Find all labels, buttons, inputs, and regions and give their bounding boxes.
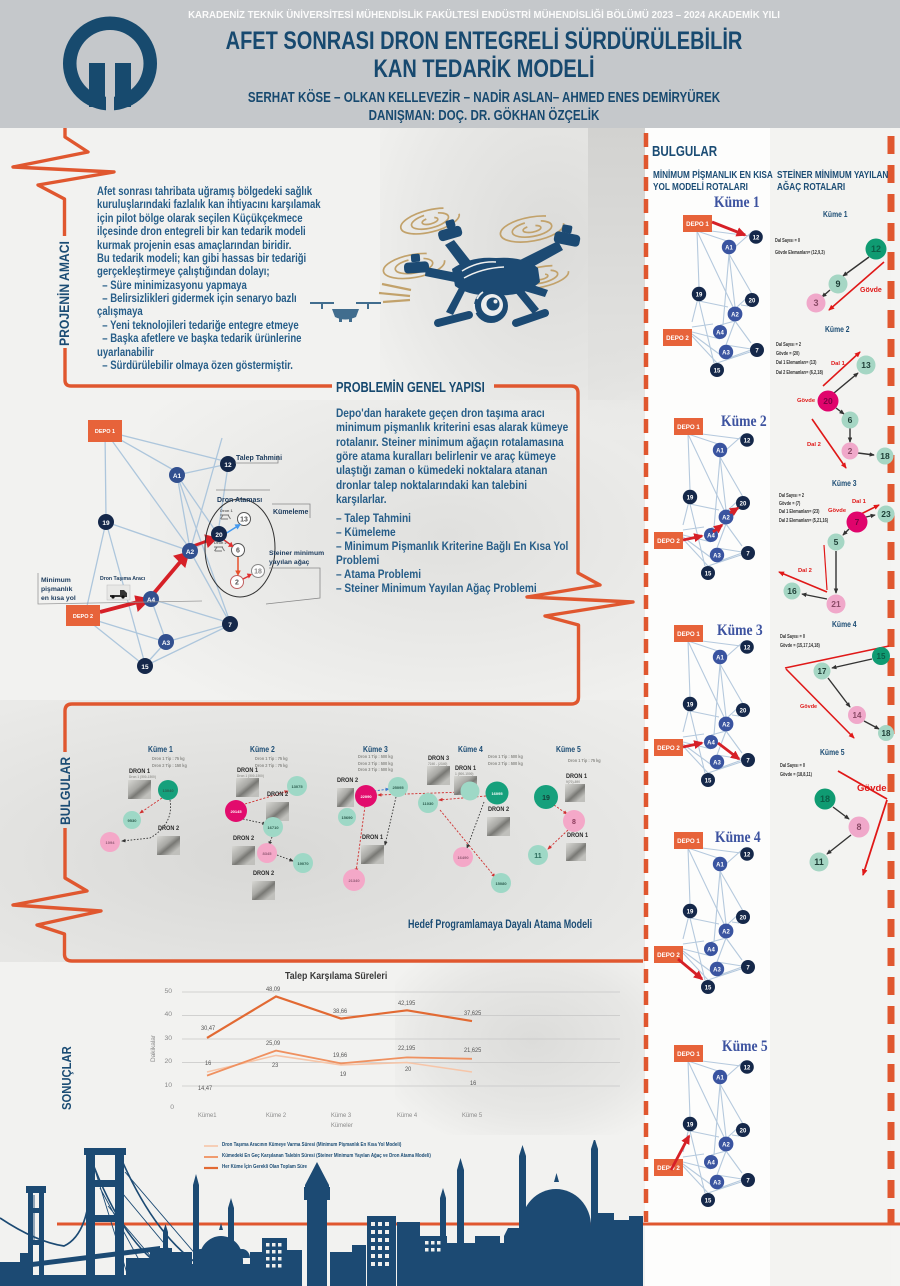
svg-text:23: 23	[881, 509, 891, 519]
svg-text:A3: A3	[162, 640, 171, 647]
svg-text:13040: 13040	[162, 788, 174, 793]
svg-text:Dron 2: Dron 2	[214, 540, 227, 545]
svg-text:12: 12	[224, 462, 232, 469]
svg-text:yayılan ağaç: yayılan ağaç	[269, 559, 310, 566]
svg-text:Minimum: Minimum	[41, 577, 71, 584]
svg-text:13075: 13075	[291, 784, 303, 789]
svg-text:11: 11	[814, 857, 824, 867]
svg-text:DEPO 1: DEPO 1	[95, 429, 115, 435]
svg-text:A2: A2	[186, 549, 195, 556]
svg-text:20: 20	[215, 532, 223, 539]
svg-text:9530: 9530	[128, 818, 138, 823]
svg-text:A4: A4	[147, 597, 156, 604]
svg-text:7: 7	[228, 622, 232, 629]
svg-text:11030: 11030	[423, 801, 435, 806]
svg-text:14: 14	[853, 711, 862, 720]
svg-text:13: 13	[240, 517, 248, 524]
svg-text:25095: 25095	[392, 785, 404, 790]
svg-text:19: 19	[102, 520, 110, 527]
svg-text:18: 18	[882, 729, 891, 738]
svg-text:17: 17	[818, 667, 827, 676]
svg-text:20145: 20145	[230, 809, 242, 814]
svg-text:8345: 8345	[263, 851, 273, 856]
svg-text:Dron Taşıma Aracı: Dron Taşıma Aracı	[100, 576, 146, 582]
svg-text:20: 20	[823, 396, 833, 406]
svg-text:15690: 15690	[341, 815, 353, 820]
svg-text:16490: 16490	[457, 855, 469, 860]
svg-text:16095: 16095	[491, 791, 503, 796]
svg-text:18: 18	[820, 794, 830, 804]
svg-text:15080: 15080	[495, 881, 507, 886]
svg-text:18: 18	[880, 451, 890, 461]
svg-text:19070: 19070	[297, 861, 309, 866]
svg-text:8: 8	[572, 819, 576, 826]
svg-text:9: 9	[835, 279, 840, 289]
svg-text:Dron Ataması: Dron Ataması	[217, 497, 262, 504]
svg-text:Talep Tahmini: Talep Tahmini	[236, 455, 282, 462]
svg-text:6: 6	[848, 415, 853, 425]
svg-text:16710: 16710	[267, 825, 279, 830]
svg-text:21340: 21340	[348, 878, 360, 883]
svg-text:2: 2	[235, 580, 239, 587]
svg-text:15: 15	[877, 652, 886, 661]
svg-text:DEPO 2: DEPO 2	[73, 614, 93, 620]
svg-text:12: 12	[871, 244, 881, 254]
svg-text:15: 15	[141, 664, 149, 671]
svg-text:6: 6	[236, 548, 240, 555]
svg-text:en kısa yol: en kısa yol	[41, 595, 76, 602]
svg-text:19: 19	[542, 795, 550, 802]
svg-text:5: 5	[834, 537, 839, 547]
svg-text:16: 16	[787, 586, 797, 596]
svg-text:3: 3	[813, 298, 818, 308]
svg-text:Steiner minimum: Steiner minimum	[269, 550, 324, 557]
svg-text:11: 11	[534, 853, 542, 860]
svg-text:13: 13	[861, 360, 871, 370]
svg-text:22090: 22090	[360, 794, 372, 799]
svg-text:7: 7	[855, 517, 860, 527]
svg-text:8: 8	[856, 822, 861, 832]
svg-text:A1: A1	[173, 473, 182, 480]
svg-text:Dron 1: Dron 1	[220, 508, 233, 513]
svg-text:Kümeleme: Kümeleme	[273, 509, 309, 516]
svg-text:1094: 1094	[106, 840, 116, 845]
svg-text:2: 2	[848, 446, 853, 456]
svg-text:pişmanlık: pişmanlık	[41, 586, 73, 593]
svg-text:21: 21	[831, 599, 841, 609]
svg-text:18: 18	[254, 569, 262, 576]
